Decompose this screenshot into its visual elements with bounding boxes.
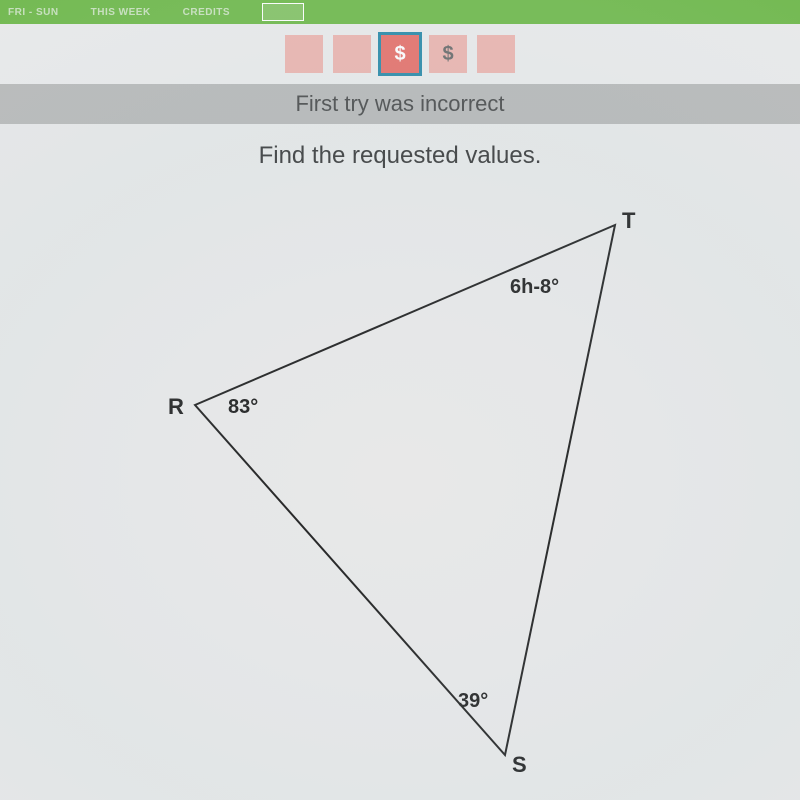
- nav-credits[interactable]: CREDITS: [183, 7, 230, 18]
- prompt-text: Find the requested values.: [259, 142, 542, 169]
- progress-chip-4[interactable]: $: [429, 35, 467, 73]
- angle-label-R: 83°: [228, 396, 258, 419]
- feedback-bar: First try was incorrect: [0, 84, 800, 124]
- progress-chip-3-active[interactable]: $: [381, 35, 419, 73]
- angle-label-S: 39°: [458, 690, 488, 713]
- feedback-text: First try was incorrect: [295, 91, 504, 117]
- vertex-label-R: R: [168, 394, 184, 420]
- angle-label-T: 6h-8°: [510, 276, 559, 299]
- progress-chip-5[interactable]: [477, 35, 515, 73]
- progress-chip-row: $ $: [0, 24, 800, 84]
- top-nav-bar: FRI - SUN THIS WEEK CREDITS: [0, 0, 800, 24]
- vertex-label-S: S: [512, 752, 527, 778]
- nav-fri-sun[interactable]: FRI - SUN: [8, 7, 59, 18]
- triangle-svg: [0, 180, 800, 780]
- nav-box[interactable]: [262, 3, 304, 21]
- question-prompt: Find the requested values.: [0, 124, 800, 180]
- progress-chip-1[interactable]: [285, 35, 323, 73]
- vertex-label-T: T: [622, 208, 635, 234]
- nav-this-week[interactable]: THIS WEEK: [91, 7, 151, 18]
- progress-chip-2[interactable]: [333, 35, 371, 73]
- triangle-figure: R T S 83° 6h-8° 39°: [0, 180, 800, 780]
- triangle-shape: [195, 225, 615, 755]
